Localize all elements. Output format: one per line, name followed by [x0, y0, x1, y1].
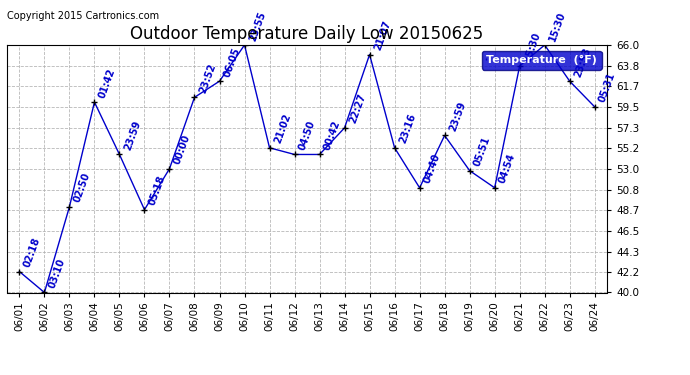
Text: 21:07: 21:07: [373, 19, 393, 52]
Text: 06:05: 06:05: [222, 46, 242, 78]
Text: 04:50: 04:50: [297, 119, 317, 152]
Text: 00:00: 00:00: [172, 134, 193, 166]
Title: Outdoor Temperature Daily Low 20150625: Outdoor Temperature Daily Low 20150625: [130, 26, 484, 44]
Text: 05:31: 05:31: [598, 72, 618, 104]
Text: 23:52: 23:52: [197, 62, 217, 94]
Text: 23:59: 23:59: [447, 100, 467, 133]
Text: 02:50: 02:50: [72, 171, 92, 204]
Text: 01:42: 01:42: [97, 67, 117, 99]
Text: 04:40: 04:40: [422, 153, 442, 185]
Text: 23:59: 23:59: [122, 119, 142, 152]
Text: 22:27: 22:27: [347, 93, 367, 125]
Text: 23:53: 23:53: [573, 46, 593, 78]
Text: 00:42: 00:42: [322, 119, 342, 152]
Legend: Temperature  (°F): Temperature (°F): [482, 51, 602, 69]
Text: 23:16: 23:16: [397, 112, 417, 145]
Text: 05:18: 05:18: [147, 174, 167, 207]
Text: 04:54: 04:54: [497, 153, 518, 185]
Text: 05:51: 05:51: [473, 135, 493, 168]
Text: 03:10: 03:10: [47, 257, 67, 290]
Text: Copyright 2015 Cartronics.com: Copyright 2015 Cartronics.com: [7, 11, 159, 21]
Text: 23:55: 23:55: [247, 10, 267, 42]
Text: 15:30: 15:30: [522, 31, 542, 63]
Text: 15:30: 15:30: [547, 10, 567, 42]
Text: 21:02: 21:02: [273, 112, 293, 145]
Text: 02:18: 02:18: [22, 236, 42, 269]
